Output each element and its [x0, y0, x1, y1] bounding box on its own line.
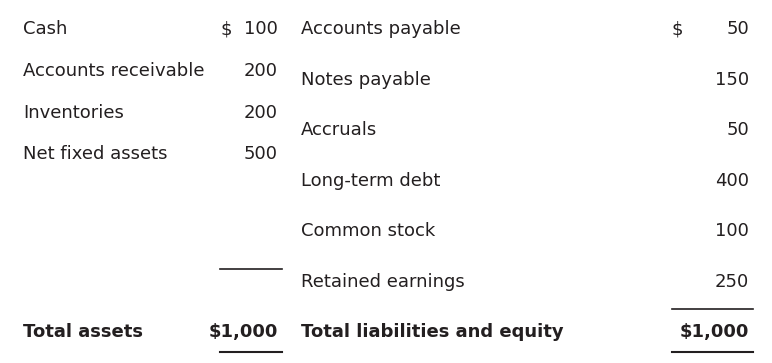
Text: 150: 150	[715, 70, 749, 89]
Text: 100: 100	[715, 222, 749, 240]
Text: Total liabilities and equity: Total liabilities and equity	[301, 323, 564, 341]
Text: 500: 500	[244, 145, 278, 163]
Text: Accounts payable: Accounts payable	[301, 20, 461, 38]
Text: Net fixed assets: Net fixed assets	[23, 145, 168, 163]
Text: $1,000: $1,000	[679, 323, 749, 341]
Text: Cash: Cash	[23, 20, 67, 38]
Text: 50: 50	[726, 121, 749, 139]
Text: $: $	[672, 20, 683, 38]
Text: 200: 200	[244, 103, 278, 122]
Text: Notes payable: Notes payable	[301, 70, 431, 89]
Text: Accruals: Accruals	[301, 121, 378, 139]
Text: 200: 200	[244, 62, 278, 80]
Text: Long-term debt: Long-term debt	[301, 172, 441, 189]
Text: Accounts receivable: Accounts receivable	[23, 62, 205, 80]
Text: $1,000: $1,000	[208, 323, 278, 341]
Text: Total assets: Total assets	[23, 323, 143, 341]
Text: Inventories: Inventories	[23, 103, 124, 122]
Text: 50: 50	[726, 20, 749, 38]
Text: Common stock: Common stock	[301, 222, 435, 240]
Text: 100: 100	[244, 20, 278, 38]
Text: 250: 250	[715, 273, 749, 291]
Text: 400: 400	[715, 172, 749, 189]
Text: Retained earnings: Retained earnings	[301, 273, 465, 291]
Text: $: $	[220, 20, 232, 38]
